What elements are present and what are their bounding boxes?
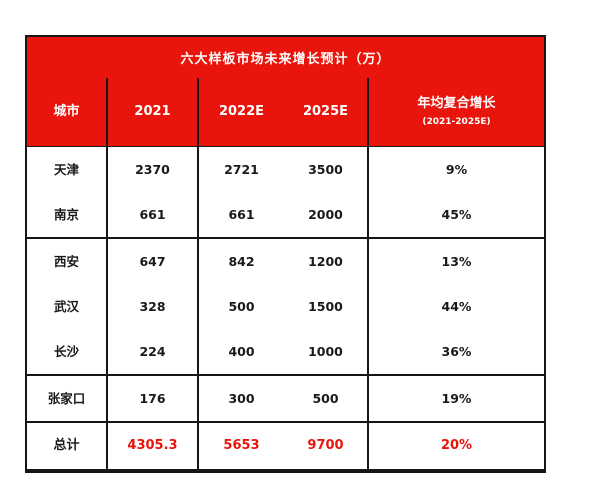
total-value-2021: 4305.3: [108, 423, 199, 469]
cagr-cell: 45%: [441, 206, 472, 222]
column-header-2021: 2021: [108, 78, 199, 146]
column-header-row: 城市 2021 2022E 2025E 年均复合增长 (2021-2025E): [27, 78, 544, 146]
value-cell-2022e: 400: [228, 343, 255, 359]
cagr-cell: 13%: [441, 253, 472, 269]
city-cell: 长沙: [27, 329, 108, 375]
value-cell-2025e: 1200: [284, 239, 369, 285]
value-cell-2022e: 500: [228, 298, 255, 314]
table-row-nanjing: 南京 661 661 2000 45%: [27, 192, 544, 238]
value-cell-2021: 224: [108, 329, 199, 375]
value-cell-2022e: 842: [228, 253, 255, 269]
total-value-2022e: 5653: [223, 437, 260, 453]
total-cagr: 20%: [440, 437, 473, 453]
table-header: 六大样板市场未来增长预计（万） 城市 2021 2022E 2025E 年均复合…: [27, 37, 544, 147]
city-cell: 张家口: [27, 376, 108, 422]
value-cell-2021: 2370: [108, 147, 199, 193]
value-cell-2021: 661: [108, 192, 199, 238]
value-cell-2025e: 1000: [284, 329, 369, 375]
table-title: 六大样板市场未来增长预计（万）: [180, 52, 391, 67]
value-cell-2022e: 300: [228, 390, 255, 406]
table-row-total: 总计 4305.3 5653 9700 20%: [27, 421, 544, 469]
table-row-zhangjiakou: 张家口 176 300 500 19%: [27, 374, 544, 422]
city-cell: 天津: [27, 147, 108, 193]
value-cell-2021: 647: [108, 239, 199, 285]
city-cell: 南京: [27, 192, 108, 238]
cagr-header-subtitle: (2021-2025E): [422, 116, 491, 127]
table-body: 天津 2370 2721 3500 9% 南京 661 661 2000 45%…: [27, 147, 544, 469]
total-value-2025e: 9700: [284, 423, 369, 469]
value-cell-2025e: 500: [284, 376, 369, 422]
cagr-cell: 36%: [441, 343, 472, 359]
city-cell: 西安: [27, 239, 108, 285]
growth-forecast-table: 六大样板市场未来增长预计（万） 城市 2021 2022E 2025E 年均复合…: [25, 35, 546, 473]
value-cell-2025e: 3500: [284, 147, 369, 193]
table-row-wuhan: 武汉 328 500 1500 44%: [27, 284, 544, 330]
value-cell-2022e: 661: [228, 206, 255, 222]
cagr-cell: 44%: [441, 298, 472, 314]
column-header-cagr: 年均复合增长 (2021-2025E): [369, 78, 544, 146]
cagr-header-label: 年均复合增长: [417, 96, 496, 112]
table-row-changsha: 长沙 224 400 1000 36%: [27, 329, 544, 375]
table-row-tianjin: 天津 2370 2721 3500 9%: [27, 147, 544, 193]
total-label-cell: 总计: [27, 423, 108, 469]
cagr-cell: 19%: [441, 390, 472, 406]
value-cell-2025e: 2000: [284, 192, 369, 238]
column-header-city: 城市: [27, 78, 108, 146]
value-cell-2021: 328: [108, 284, 199, 330]
cagr-cell: 9%: [445, 161, 468, 177]
table-row-xian: 西安 647 842 1200 13%: [27, 237, 544, 285]
city-cell: 武汉: [27, 284, 108, 330]
value-cell-2021: 176: [108, 376, 199, 422]
column-header-2025e: 2025E: [284, 78, 369, 146]
value-cell-2025e: 1500: [284, 284, 369, 330]
value-cell-2022e: 2721: [224, 161, 259, 177]
column-header-2022e: 2022E: [218, 103, 265, 119]
